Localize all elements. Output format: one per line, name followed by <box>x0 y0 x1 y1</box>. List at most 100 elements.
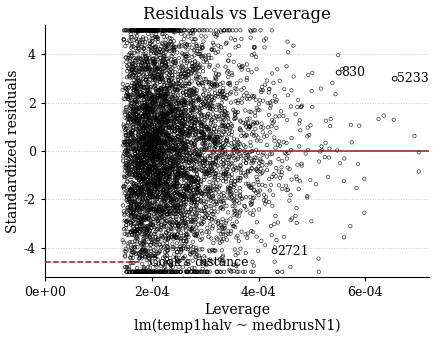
Point <box>213 107 220 113</box>
Point <box>183 223 190 228</box>
Point <box>136 207 143 213</box>
Point <box>165 133 172 138</box>
Point <box>203 261 210 266</box>
Point <box>239 96 246 101</box>
Point <box>149 206 156 212</box>
Point <box>307 177 314 183</box>
Point <box>134 186 141 192</box>
Point <box>190 148 197 154</box>
Point <box>266 188 273 193</box>
Point <box>161 89 168 94</box>
Point <box>134 244 141 250</box>
Point <box>166 137 173 142</box>
Point <box>192 269 199 275</box>
Point <box>191 141 198 146</box>
Point <box>133 27 140 33</box>
Point <box>180 159 187 164</box>
Point <box>181 212 188 217</box>
Point <box>173 190 180 195</box>
Point <box>150 147 157 153</box>
Point <box>156 137 163 143</box>
Point <box>229 195 236 200</box>
Point <box>122 248 129 254</box>
Point <box>167 158 174 163</box>
Point <box>142 248 149 254</box>
Point <box>226 155 233 160</box>
Point <box>198 44 205 50</box>
Point <box>133 235 140 240</box>
Point <box>167 149 174 155</box>
Point <box>173 152 180 157</box>
Point <box>152 165 159 170</box>
Point <box>180 90 187 95</box>
Point <box>188 159 195 164</box>
Point <box>180 103 187 108</box>
Point <box>182 126 189 132</box>
Point <box>152 178 159 183</box>
Point <box>138 232 145 237</box>
Point <box>138 60 145 65</box>
Point <box>174 172 181 177</box>
Point <box>153 132 160 137</box>
Point <box>199 42 206 48</box>
Point <box>287 193 294 198</box>
Point <box>183 86 190 92</box>
Point <box>141 66 148 72</box>
Point <box>140 159 147 164</box>
Point <box>166 88 173 94</box>
Point <box>216 108 223 113</box>
Point <box>191 117 198 122</box>
Point <box>232 179 239 184</box>
Point <box>132 154 139 160</box>
Point <box>159 210 166 216</box>
Point <box>242 120 249 125</box>
Point <box>138 179 145 184</box>
Point <box>232 111 239 117</box>
Point <box>164 83 171 88</box>
Point <box>161 221 168 226</box>
Point <box>192 149 199 154</box>
Point <box>217 154 224 159</box>
Point <box>128 61 135 67</box>
Point <box>131 161 138 167</box>
Point <box>219 80 226 85</box>
Point <box>181 242 188 247</box>
Point <box>156 204 163 210</box>
Point <box>129 232 136 238</box>
Point <box>206 93 213 99</box>
Point <box>205 234 212 239</box>
Point <box>138 247 145 253</box>
Point <box>173 197 180 203</box>
Point <box>204 192 211 197</box>
Point <box>217 198 224 204</box>
Point <box>240 171 247 176</box>
Point <box>151 143 158 149</box>
Point <box>138 136 145 141</box>
Point <box>156 149 163 155</box>
Point <box>214 138 221 144</box>
Point <box>123 86 130 91</box>
Point <box>154 113 161 118</box>
Point <box>131 150 138 156</box>
Point <box>249 94 256 99</box>
Point <box>143 141 150 146</box>
Point <box>186 183 193 188</box>
Point <box>233 199 240 204</box>
Point <box>226 27 233 33</box>
Point <box>173 177 180 182</box>
Point <box>157 55 164 60</box>
Point <box>137 81 144 86</box>
Point <box>145 128 152 134</box>
Point <box>198 194 205 200</box>
Point <box>183 121 190 126</box>
Point <box>170 199 177 204</box>
Point <box>154 184 161 189</box>
Point <box>181 168 188 173</box>
Point <box>186 166 193 172</box>
Point <box>391 76 398 81</box>
Point <box>184 129 191 134</box>
Point <box>163 194 170 199</box>
Point <box>200 193 207 198</box>
Point <box>152 165 159 171</box>
Point <box>179 96 186 102</box>
